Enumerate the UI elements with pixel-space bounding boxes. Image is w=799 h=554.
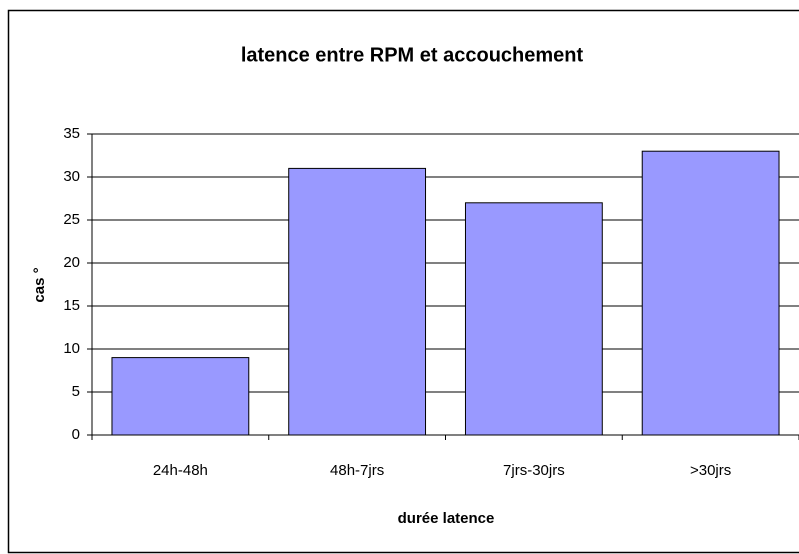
y-tick-label: 0 xyxy=(72,426,80,443)
bar xyxy=(464,202,603,436)
bar xyxy=(641,150,780,436)
bar xyxy=(288,167,427,436)
x-tick-label: 24h-48h xyxy=(153,462,208,479)
x-axis-label: durée latence xyxy=(398,510,495,527)
y-tick-label: 10 xyxy=(63,340,80,357)
y-tick-label: 30 xyxy=(63,168,80,185)
y-axis-label: cas ° xyxy=(31,267,48,302)
y-tick-label: 15 xyxy=(63,297,80,314)
y-tick-label: 25 xyxy=(63,211,80,228)
chart-title: latence entre RPM et accouchement xyxy=(241,44,584,66)
x-tick-label: 48h-7jrs xyxy=(330,462,384,479)
x-tick-label: 7jrs-30jrs xyxy=(503,462,565,479)
y-tick-label: 35 xyxy=(63,125,80,142)
bar xyxy=(111,357,250,436)
y-tick-label: 20 xyxy=(63,254,80,271)
y-tick-label: 5 xyxy=(72,383,80,400)
x-tick-label: >30jrs xyxy=(690,462,731,479)
